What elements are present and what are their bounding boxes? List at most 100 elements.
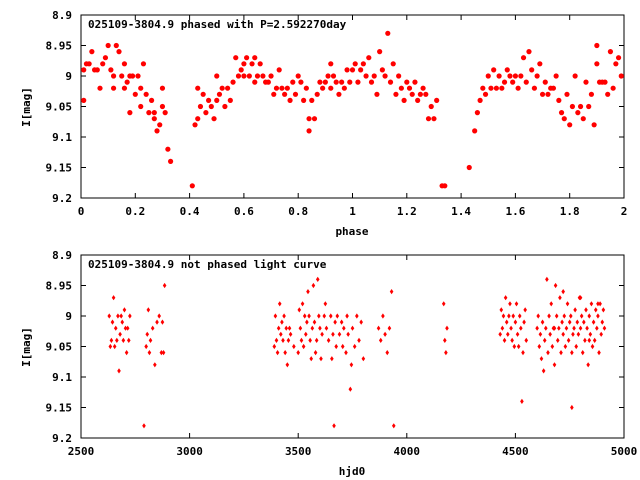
data-point — [125, 325, 130, 331]
data-point — [560, 319, 564, 325]
data-point — [379, 67, 385, 73]
bottom-points — [107, 276, 607, 429]
data-point — [326, 337, 331, 343]
data-point — [121, 61, 128, 67]
data-point — [110, 319, 115, 325]
data-point — [132, 91, 138, 97]
data-point — [575, 319, 580, 325]
data-point — [268, 73, 274, 79]
data-point — [549, 301, 554, 307]
bottom-xticks: 2500 3000 3500 4000 4500 5000 — [68, 255, 638, 458]
data-point — [578, 295, 583, 301]
data-point — [81, 97, 87, 103]
data-point — [496, 73, 502, 79]
data-point — [602, 325, 607, 331]
data-point — [273, 313, 278, 319]
data-point — [401, 97, 407, 103]
data-point — [279, 85, 285, 91]
data-point — [428, 103, 434, 110]
data-point — [233, 55, 239, 61]
top-y-axis-label: I[mag] — [20, 87, 33, 127]
data-point — [127, 110, 133, 116]
data-point — [509, 325, 513, 331]
data-point — [575, 110, 581, 116]
data-point — [200, 91, 206, 97]
data-point — [565, 301, 570, 307]
data-point — [287, 325, 292, 331]
data-point — [206, 97, 212, 103]
data-point — [586, 103, 592, 110]
x-tick-label: 0.8 — [288, 205, 308, 218]
data-point — [406, 85, 413, 91]
data-point — [165, 146, 171, 152]
x-tick-label: 5000 — [611, 445, 638, 458]
data-point — [517, 313, 522, 319]
data-point — [347, 79, 353, 85]
data-point — [571, 331, 575, 337]
x-tick-label: 0.6 — [234, 205, 254, 218]
data-point — [377, 49, 383, 55]
data-point — [499, 307, 504, 313]
y-tick-label: 8.95 — [46, 280, 73, 293]
data-point — [477, 97, 483, 103]
data-point — [309, 356, 314, 362]
data-point — [537, 343, 542, 350]
data-point — [328, 61, 334, 67]
data-point — [592, 337, 597, 343]
data-point — [610, 85, 616, 91]
y-tick-label: 9.15 — [46, 402, 73, 415]
data-point — [576, 331, 581, 337]
data-point — [583, 337, 587, 343]
data-point — [381, 313, 385, 319]
top-yticks: 8.9 8.95 9 9.05 9.1 9.15 9.2 — [46, 9, 624, 205]
data-point — [588, 331, 593, 337]
data-point — [387, 325, 392, 331]
data-point — [371, 73, 377, 79]
data-point — [591, 122, 597, 128]
x-tick-label: 4000 — [394, 445, 421, 458]
data-point — [550, 343, 555, 350]
x-tick-label: 0.2 — [125, 205, 145, 218]
data-point — [311, 282, 316, 289]
data-point — [520, 55, 527, 61]
data-point — [320, 331, 324, 337]
data-point — [287, 97, 293, 103]
data-point — [613, 61, 619, 67]
bottom-x-axis-label: hjd0 — [339, 465, 366, 478]
data-point — [542, 79, 548, 85]
data-point — [307, 313, 311, 319]
data-point — [587, 337, 592, 343]
data-point — [86, 61, 92, 67]
data-point — [115, 337, 119, 343]
data-point — [195, 116, 201, 122]
data-point — [328, 85, 334, 91]
data-point — [306, 116, 312, 122]
x-tick-label: 1.6 — [505, 205, 525, 218]
data-point — [361, 356, 366, 362]
data-point — [574, 343, 579, 350]
data-point — [579, 313, 584, 319]
data-point — [507, 73, 513, 79]
data-point — [535, 325, 539, 331]
y-tick-label: 9.1 — [52, 131, 72, 144]
data-point — [297, 307, 302, 313]
data-point — [107, 313, 112, 319]
top-chart-title: 025109-3804.9 phased with P=2.592270day — [88, 18, 347, 31]
data-point — [349, 67, 356, 73]
data-point — [572, 73, 578, 79]
data-point — [292, 343, 296, 350]
data-point — [124, 79, 130, 85]
data-point — [390, 61, 396, 67]
data-point — [553, 73, 559, 79]
data-point — [396, 73, 402, 79]
data-point — [227, 97, 233, 103]
data-point — [161, 350, 166, 356]
data-point — [591, 319, 596, 325]
data-point — [272, 343, 277, 350]
data-point — [596, 313, 600, 319]
data-point — [146, 307, 151, 313]
data-point — [312, 319, 317, 325]
data-point — [148, 337, 153, 343]
data-point — [515, 331, 520, 337]
top-panel: 0 0.2 0.4 0.6 0.8 1 1.2 1.4 1.6 1.8 2 8.9 8.95 9 9.05… — [20, 9, 627, 238]
